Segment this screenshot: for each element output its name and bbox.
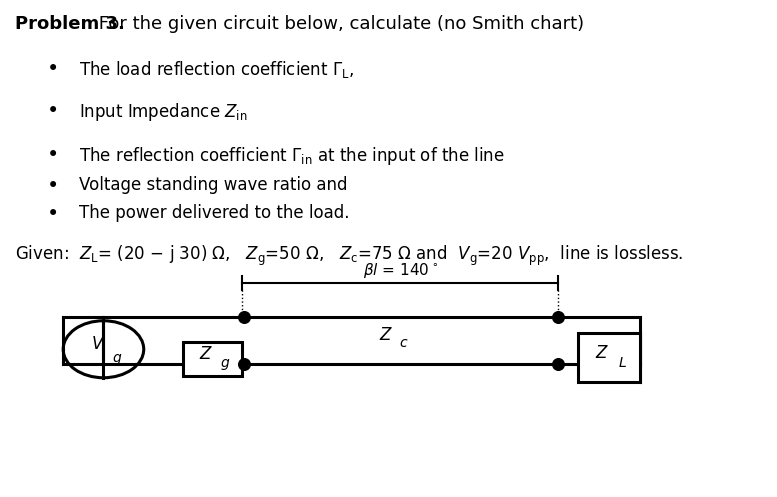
Text: Given:  $Z_\mathrm{L}$= (20 $-$ j 30) $\Omega$,   $Z_\mathrm{g}$=50 $\Omega$,   : Given: $Z_\mathrm{L}$= (20 $-$ j 30) $\O… [16,244,684,268]
Text: $Z$: $Z$ [595,344,609,362]
Text: •: • [47,176,59,196]
Text: $V$: $V$ [91,335,105,353]
Point [239,360,251,368]
Text: $c$: $c$ [399,336,409,350]
Text: For the given circuit below, calculate (no Smith chart): For the given circuit below, calculate (… [93,15,584,33]
Text: •: • [47,101,59,121]
Text: •: • [47,145,59,166]
Text: $g$: $g$ [220,357,231,372]
Text: $Z$: $Z$ [199,345,213,363]
Text: The load reflection coefficient $\Gamma_\mathrm{L}$,: The load reflection coefficient $\Gamma_… [79,59,354,81]
Text: •: • [47,204,59,224]
Text: Problem 3.: Problem 3. [16,15,125,33]
Text: $g$: $g$ [112,351,123,367]
Text: Input Impedance $Z_\mathrm{in}$: Input Impedance $Z_\mathrm{in}$ [79,101,248,123]
Text: The power delivered to the load.: The power delivered to the load. [79,204,350,222]
Bar [183,342,242,376]
Bar [578,333,640,382]
Point [239,313,251,321]
Point [552,360,564,368]
Text: $L$: $L$ [618,356,627,370]
Text: •: • [47,59,59,80]
Point [552,313,564,321]
Text: $Z$: $Z$ [379,327,393,344]
Text: Voltage standing wave ratio and: Voltage standing wave ratio and [79,176,347,194]
Text: The reflection coefficient $\Gamma_\mathrm{in}$ at the input of the line: The reflection coefficient $\Gamma_\math… [79,145,505,167]
Text: $\beta l$ = 140$\,^{\circ}$: $\beta l$ = 140$\,^{\circ}$ [363,261,438,280]
